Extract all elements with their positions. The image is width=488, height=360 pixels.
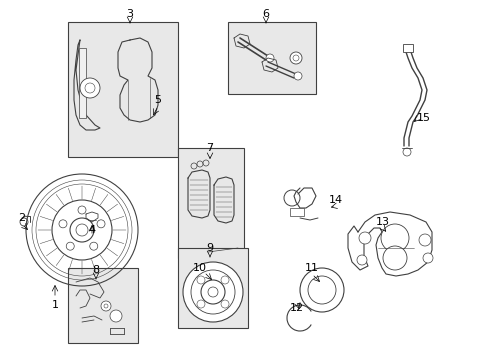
Text: 14: 14 [328, 195, 343, 205]
Text: 12: 12 [289, 303, 304, 313]
Circle shape [70, 218, 94, 242]
Circle shape [191, 270, 235, 314]
Circle shape [197, 300, 204, 308]
Circle shape [382, 246, 406, 270]
Text: 6: 6 [262, 9, 269, 19]
Circle shape [78, 206, 86, 214]
Circle shape [183, 262, 243, 322]
Circle shape [76, 224, 88, 236]
Bar [68, 22, 178, 157]
Circle shape [289, 52, 302, 64]
Text: 15: 15 [416, 113, 430, 123]
Circle shape [299, 268, 343, 312]
Bar [178, 248, 247, 328]
Circle shape [418, 234, 430, 246]
Bar [402, 44, 412, 52]
Text: 10: 10 [193, 263, 206, 273]
Circle shape [66, 242, 74, 250]
Text: 9: 9 [206, 243, 213, 253]
Circle shape [197, 276, 204, 284]
Circle shape [207, 287, 218, 297]
Circle shape [110, 310, 122, 322]
Text: 11: 11 [305, 263, 318, 273]
Circle shape [293, 72, 302, 80]
Text: 2: 2 [19, 213, 25, 223]
Bar [289, 208, 304, 216]
Circle shape [265, 54, 273, 62]
Circle shape [221, 300, 228, 308]
Circle shape [356, 255, 366, 265]
Circle shape [422, 253, 432, 263]
Circle shape [90, 242, 98, 250]
Circle shape [80, 78, 100, 98]
Circle shape [221, 276, 228, 284]
Bar [227, 22, 315, 94]
Polygon shape [79, 48, 86, 118]
Text: 3: 3 [126, 9, 133, 19]
Text: 1: 1 [51, 300, 59, 310]
Circle shape [101, 301, 111, 311]
Circle shape [380, 224, 408, 252]
Circle shape [307, 276, 335, 304]
Circle shape [201, 280, 224, 304]
Text: 4: 4 [88, 225, 95, 235]
Circle shape [104, 304, 108, 308]
Text: 13: 13 [375, 217, 389, 227]
Circle shape [59, 220, 67, 228]
Bar [178, 148, 244, 258]
Text: 5: 5 [154, 95, 161, 105]
Circle shape [292, 55, 298, 61]
Text: 7: 7 [206, 143, 213, 153]
Circle shape [85, 83, 95, 93]
Circle shape [97, 220, 105, 228]
Text: 8: 8 [92, 265, 100, 275]
Circle shape [358, 232, 370, 244]
Bar [68, 268, 138, 343]
